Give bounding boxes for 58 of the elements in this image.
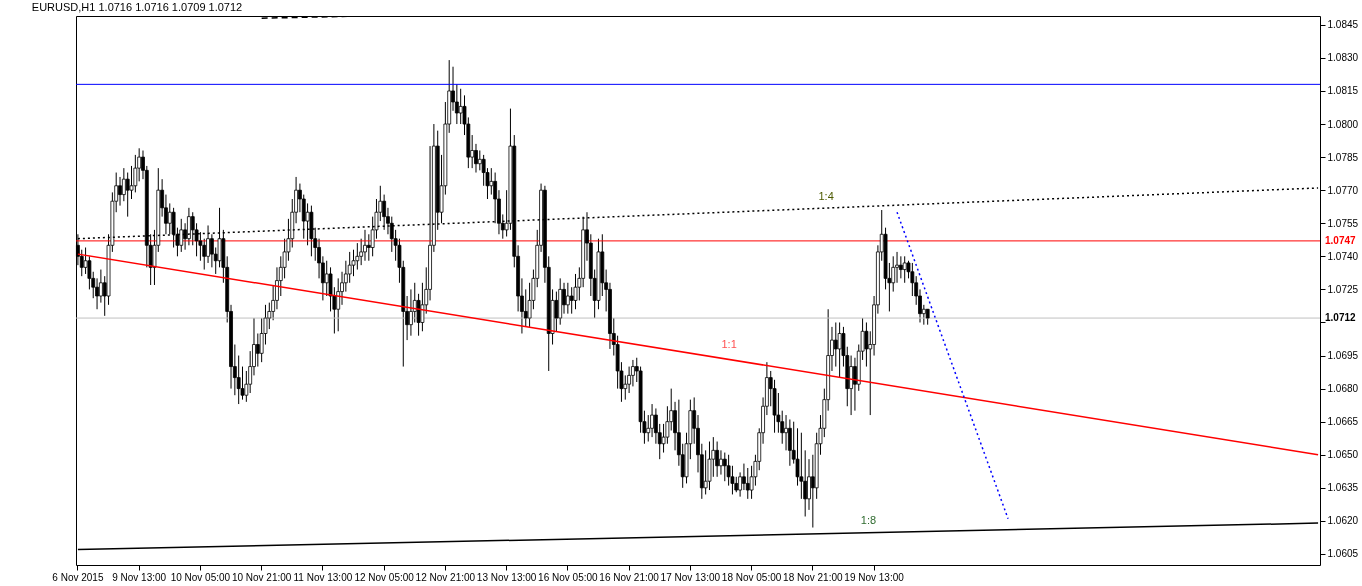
candlestick bbox=[784, 414, 788, 451]
candlestick bbox=[363, 229, 367, 262]
annotation: 1:4 bbox=[818, 190, 834, 203]
candlestick bbox=[837, 321, 842, 379]
candlestick bbox=[489, 167, 494, 196]
candlestick bbox=[650, 403, 654, 438]
x-tick-label: 10 Nov 05:00 bbox=[170, 571, 231, 583]
y-tick-label: 1.0785 bbox=[1327, 151, 1359, 163]
x-tick-label: 17 Nov 13:00 bbox=[660, 571, 721, 583]
x-tick-label: 12 Nov 05:00 bbox=[354, 571, 415, 583]
candlestick bbox=[833, 321, 838, 368]
x-tick-label: 10 Nov 21:00 bbox=[231, 571, 292, 583]
candlestick bbox=[569, 286, 574, 315]
y-tick-label: 1.0845 bbox=[1327, 19, 1359, 31]
candlestick bbox=[715, 441, 720, 478]
candlestick bbox=[236, 355, 241, 405]
x-tick-label: 9 Nov 13:00 bbox=[112, 571, 167, 583]
candlestick bbox=[562, 282, 566, 315]
x-tick-label: 11 Nov 13:00 bbox=[293, 571, 353, 583]
x-tick-label: 12 Nov 21:00 bbox=[415, 571, 476, 583]
y-tick-label: 1.0800 bbox=[1327, 118, 1359, 130]
ref-line-label: 1.0747 bbox=[1325, 234, 1357, 246]
y-tick-label: 1.0620 bbox=[1327, 515, 1359, 527]
x-tick-label: 18 Nov 21:00 bbox=[783, 571, 844, 583]
candlestick bbox=[787, 418, 792, 467]
x-tick-label: 6 Nov 2015 bbox=[52, 571, 104, 583]
candlestick bbox=[722, 452, 727, 482]
ref-line-label: 1.0712 bbox=[1325, 312, 1357, 324]
chart-title: EURUSD,H1 1.0716 1.0716 1.0709 1.0712 bbox=[31, 1, 243, 13]
candlestick bbox=[719, 449, 723, 476]
y-tick-label: 1.0740 bbox=[1327, 250, 1359, 262]
y-tick-label: 1.0635 bbox=[1327, 482, 1359, 494]
candlestick bbox=[565, 282, 570, 315]
y-tick-label: 1.0770 bbox=[1327, 184, 1359, 196]
candlestick bbox=[849, 355, 854, 416]
annotation: 1:8 bbox=[860, 514, 877, 527]
x-tick-label: 18 Nov 05:00 bbox=[721, 571, 782, 583]
candlestick bbox=[799, 432, 804, 500]
x-tick-label: 19 Nov 13:00 bbox=[844, 571, 905, 583]
y-tick-label: 1.0650 bbox=[1327, 449, 1359, 461]
y-tick-label: 1.0695 bbox=[1327, 350, 1359, 362]
x-tick-label: 16 Nov 05:00 bbox=[538, 571, 599, 583]
annotation: 1:1 bbox=[721, 338, 737, 351]
x-tick-label: 16 Nov 21:00 bbox=[599, 571, 660, 583]
y-tick-label: 1.0725 bbox=[1327, 283, 1359, 295]
y-tick-label: 1.0680 bbox=[1327, 383, 1359, 395]
candlestick bbox=[707, 441, 712, 491]
candlestick bbox=[118, 176, 122, 207]
candlestick bbox=[244, 370, 249, 403]
candlestick bbox=[554, 291, 559, 332]
y-tick-label: 1.0815 bbox=[1327, 85, 1359, 97]
x-tick-label: 13 Nov 13:00 bbox=[476, 571, 537, 583]
y-tick-label: 1.0665 bbox=[1327, 416, 1359, 428]
y-tick-label: 1.0830 bbox=[1327, 52, 1359, 64]
y-tick-label: 1.0755 bbox=[1327, 217, 1359, 229]
candlestick bbox=[898, 255, 903, 279]
y-tick-label: 1.0605 bbox=[1327, 548, 1359, 560]
candlestick bbox=[83, 247, 88, 275]
